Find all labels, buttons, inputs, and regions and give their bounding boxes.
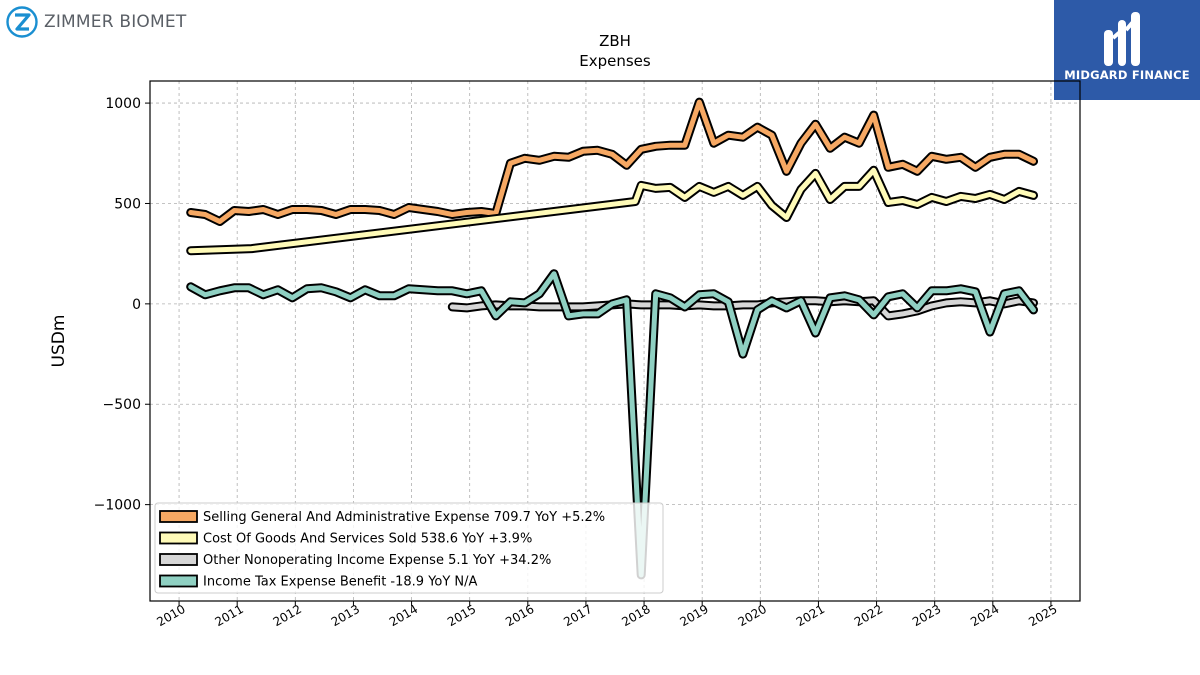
legend-swatch: [159, 510, 198, 523]
legend-label: Income Tax Expense Benefit -18.9 YoY N/A: [203, 575, 478, 590]
zimmer-biomet-logo-icon: [6, 6, 38, 38]
x-tick-label: 2015: [445, 602, 478, 629]
series-2-line: [188, 167, 1036, 254]
company-logo-text: ZIMMER BIOMET: [44, 12, 187, 32]
legend-swatch: [159, 574, 198, 588]
x-tick-label: 2021: [794, 602, 827, 629]
y-tick-label: 1000: [105, 96, 141, 112]
series-lines: [186, 97, 1038, 580]
x-tick-label: 2012: [271, 602, 304, 629]
x-tick-label: 2018: [619, 602, 652, 629]
plot-frame: [149, 80, 1081, 602]
midgard-finance-logo-icon: [1104, 12, 1140, 66]
series-2: [186, 165, 1038, 256]
legend-swatch: [159, 531, 198, 545]
y-axis-label: USDm: [49, 315, 69, 368]
legend-box: [154, 502, 664, 594]
x-tick-label: 2014: [387, 602, 420, 629]
legend-label: Selling General And Administrative Expen…: [203, 510, 605, 525]
x-tick-label: 2013: [329, 602, 362, 629]
y-tick-label: 500: [114, 196, 141, 212]
publisher-logo: MIDGARD FINANCE: [1054, 0, 1200, 100]
company-logo: ZIMMER BIOMET: [6, 6, 186, 38]
y-tick-label: −500: [103, 397, 141, 413]
x-tick-label: 2016: [503, 602, 536, 629]
legend-label: Other Nonoperating Income Expense 5.1 Yo…: [203, 553, 551, 568]
chart-subtitle: Expenses: [579, 52, 651, 70]
x-tick-label: 2025: [1026, 602, 1059, 629]
series-1: [186, 97, 1038, 226]
x-tick-label: 2010: [154, 602, 187, 629]
publisher-logo-text: MIDGARD FINANCE: [1064, 68, 1190, 82]
series-3-line: [449, 298, 1036, 319]
legend-swatch: [159, 553, 198, 566]
legend-label: Cost Of Goods And Services Sold 538.6 Yo…: [203, 532, 532, 547]
x-tick-label: 2022: [852, 602, 885, 629]
x-tick-label: 2017: [561, 602, 594, 629]
x-tick-label: 2023: [910, 602, 943, 629]
series-1-line: [188, 99, 1036, 224]
chart-title: ZBH: [599, 32, 631, 50]
y-tick-label: −1000: [94, 498, 141, 514]
x-tick-label: 2011: [212, 602, 245, 629]
series-4: [186, 269, 1038, 580]
series-3: [447, 296, 1038, 321]
x-tick-label: 2020: [736, 602, 769, 629]
legend: Selling General And Administrative Expen…: [154, 502, 664, 594]
series-4-line: [188, 271, 1036, 578]
y-tick-label: 0: [132, 297, 141, 313]
x-tick-label: 2024: [968, 602, 1001, 629]
x-tick-label: 2019: [677, 602, 710, 629]
